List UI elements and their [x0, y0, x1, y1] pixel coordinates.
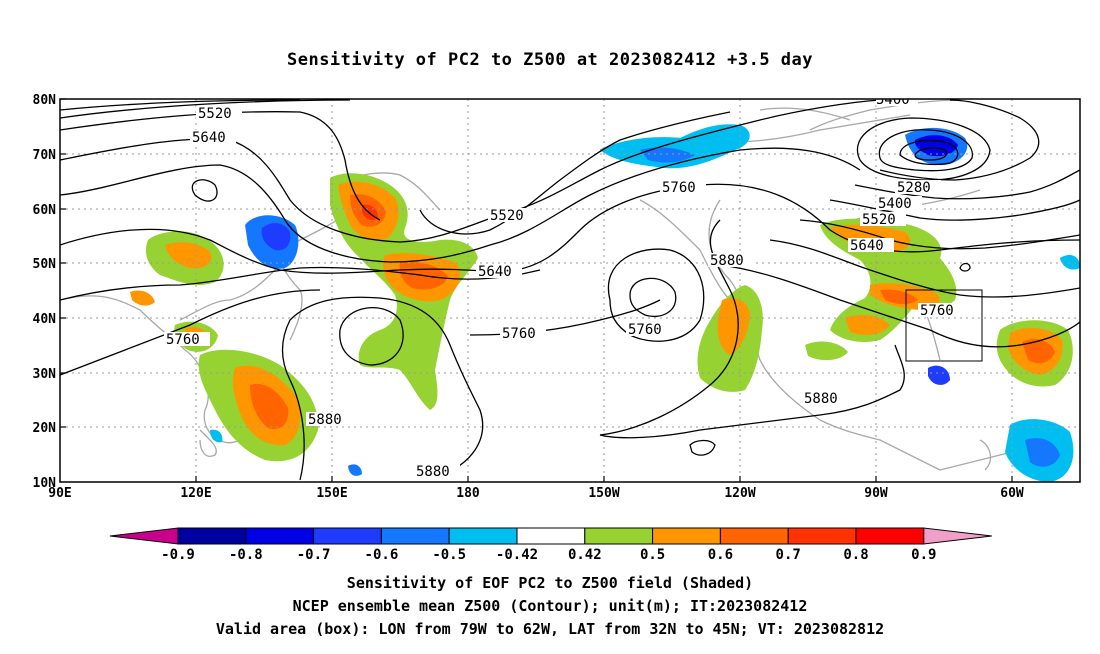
contour-label: 5520 [198, 106, 232, 122]
colorbar-segment [652, 527, 721, 545]
lat-label: 60N [33, 203, 57, 218]
tick-marks [60, 98, 1013, 482]
lat-label: 40N [33, 312, 57, 327]
lon-label: 180 [456, 486, 480, 501]
contour-label: 5760 [166, 332, 200, 348]
lon-label: 150E [316, 486, 347, 501]
lat-label: 80N [33, 93, 57, 108]
lon-label: 120W [724, 486, 755, 501]
contour-label: 5400 [878, 196, 912, 212]
colorbar-label: -0.42 [496, 547, 538, 563]
colorbar-label: 0.6 [708, 547, 733, 563]
map-title: Sensitivity of PC2 to Z500 at 2023082412… [286, 50, 813, 70]
caption-valid-area: Valid area (box): LON from 79W to 62W, L… [215, 620, 885, 638]
contour-label: 5760 [920, 303, 954, 319]
contour-label: 5280 [897, 180, 931, 196]
colorbar-segment [245, 527, 315, 545]
colorbar-label: 0.7 [776, 547, 801, 563]
colorbar-segment [787, 527, 857, 545]
contour-label: 5640 [478, 264, 512, 280]
contour-label: 5880 [710, 253, 744, 269]
colorbar-segment [448, 527, 518, 545]
lat-label: 70N [33, 148, 57, 163]
contour-label: 5640 [192, 130, 226, 146]
contour-label: 5520 [490, 208, 524, 224]
shaded-sensitivity [130, 124, 1080, 482]
colorbar [109, 527, 992, 545]
colorbar-label: -0.9 [161, 547, 195, 563]
lat-label: 50N [33, 257, 57, 272]
contour-label: 5760 [662, 180, 696, 196]
colorbar-segment [584, 527, 654, 545]
colorbar-max-arrow [923, 527, 992, 545]
lat-labels: 80N 70N 60N 50N 40N 30N 20N 10N [33, 93, 57, 491]
valid-area-box [905, 289, 983, 362]
contour-label: 5880 [804, 391, 838, 407]
colorbar-segment [516, 527, 586, 545]
lon-label: 60W [1000, 486, 1024, 501]
contour-label: 5880 [308, 412, 342, 428]
contour-label: 5880 [416, 464, 450, 480]
colorbar-labels: -0.9 -0.8 -0.7 -0.6 -0.5 -0.42 0.42 0.5 0.6 0.7 0.… [161, 547, 936, 563]
contour-label: 5640 [850, 238, 884, 254]
lon-label: 120E [180, 486, 211, 501]
colorbar-label: 0.5 [640, 547, 665, 563]
colorbar-segment [719, 527, 789, 545]
contour-label: 5760 [628, 322, 662, 338]
colorbar-segment [855, 527, 925, 545]
lat-label: 30N [33, 367, 57, 382]
colorbar-label: -0.5 [432, 547, 466, 563]
colorbar-segment [380, 527, 450, 545]
contour-labels: 5400 5520 5640 5280 5400 5520 5640 5760 … [164, 92, 964, 480]
colorbar-label: -0.8 [229, 547, 263, 563]
colorbar-label: 0.8 [843, 547, 868, 563]
caption-contour: NCEP ensemble mean Z500 (Contour); unit(… [292, 597, 808, 615]
colorbar-segment [177, 527, 247, 545]
lat-label: 10N [33, 476, 57, 491]
colorbar-label: -0.6 [365, 547, 399, 563]
caption-shaded: Sensitivity of EOF PC2 to Z500 field (Sh… [346, 574, 754, 592]
lon-label: 90W [864, 486, 888, 501]
colorbar-segment [313, 527, 382, 545]
lon-label: 90E [48, 486, 71, 501]
contour-label: 5400 [876, 92, 910, 108]
lat-label: 20N [33, 421, 57, 436]
colorbar-label: -0.7 [297, 547, 331, 563]
lon-label: 150W [588, 486, 619, 501]
contour-label: 5760 [502, 326, 536, 342]
colorbar-label: 0.42 [568, 547, 602, 563]
plot-frame [59, 98, 1081, 483]
contour-label: 5520 [862, 212, 896, 228]
lon-labels: 90E 120E 150E 180 150W 120W 90W 60W [48, 486, 1024, 501]
colorbar-min-arrow [109, 527, 179, 545]
colorbar-label: 0.9 [911, 547, 936, 563]
